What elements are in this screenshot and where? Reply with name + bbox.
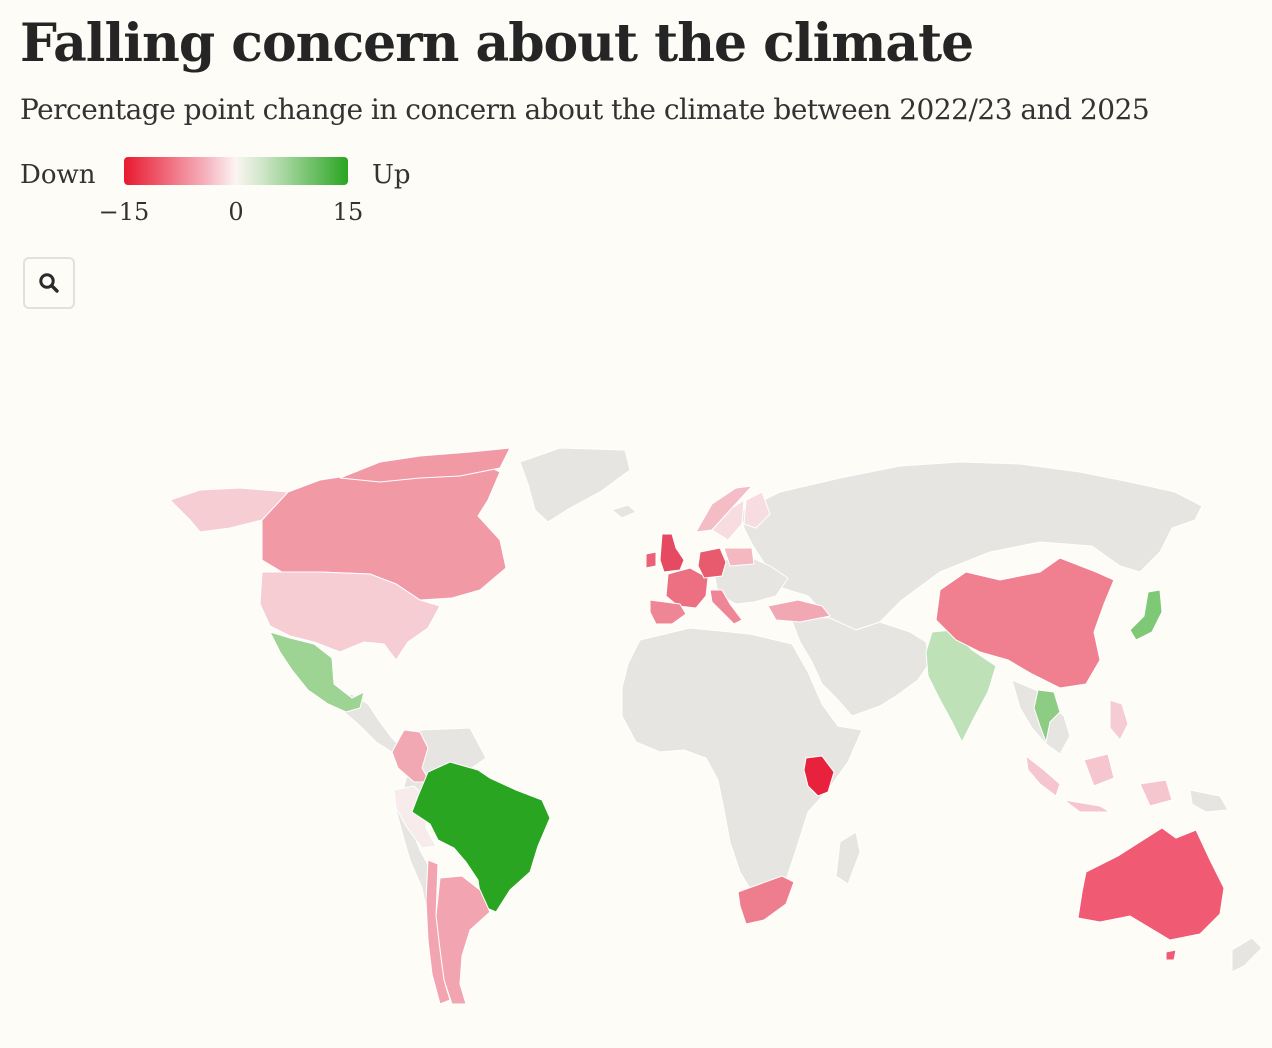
- australia[interactable]: [1077, 827, 1225, 941]
- legend-gradient-bar: [124, 157, 348, 185]
- new-zealand: [1231, 937, 1263, 973]
- spain[interactable]: [649, 599, 687, 625]
- middle-east: [789, 615, 931, 717]
- data-countries: [169, 447, 1225, 1005]
- poland[interactable]: [723, 547, 755, 567]
- south-africa[interactable]: [737, 875, 795, 925]
- alaska[interactable]: [169, 487, 290, 533]
- finland[interactable]: [743, 491, 771, 529]
- china[interactable]: [935, 557, 1115, 689]
- turkey[interactable]: [767, 599, 831, 623]
- sweden[interactable]: [711, 499, 745, 541]
- search-icon: [39, 273, 59, 293]
- color-legend: Down Up −15 0 15: [20, 152, 440, 222]
- iceland: [610, 504, 637, 519]
- japan[interactable]: [1129, 589, 1163, 641]
- legend-mid-tick: 0: [228, 198, 244, 222]
- greenland: [519, 447, 631, 523]
- png: [1189, 789, 1229, 813]
- united-kingdom[interactable]: [659, 533, 685, 573]
- thailand[interactable]: [1033, 689, 1061, 744]
- legend-up-label: Up: [372, 160, 411, 190]
- kenya[interactable]: [803, 755, 835, 797]
- madagascar: [835, 831, 861, 885]
- legend-down-label: Down: [20, 160, 96, 190]
- ireland[interactable]: [645, 551, 657, 569]
- chart-subtitle: Percentage point change in concern about…: [20, 93, 1150, 126]
- italy[interactable]: [709, 589, 743, 625]
- chile[interactable]: [425, 859, 451, 1005]
- world-map[interactable]: [0, 420, 1272, 1020]
- legend-min-tick: −15: [98, 198, 150, 222]
- chart-title: Falling concern about the climate: [20, 13, 974, 74]
- mexico[interactable]: [269, 631, 365, 713]
- philippines[interactable]: [1109, 699, 1129, 741]
- brazil[interactable]: [411, 761, 551, 913]
- legend-max-tick: 15: [332, 198, 364, 222]
- russia-central-asia: [739, 461, 1203, 633]
- indonesia[interactable]: [1025, 753, 1173, 813]
- france[interactable]: [665, 567, 709, 609]
- united-states[interactable]: [259, 571, 441, 661]
- search-button[interactable]: [23, 257, 75, 309]
- germany[interactable]: [697, 547, 727, 579]
- tasmania[interactable]: [1165, 949, 1177, 961]
- canada-arctic-islands[interactable]: [339, 447, 511, 483]
